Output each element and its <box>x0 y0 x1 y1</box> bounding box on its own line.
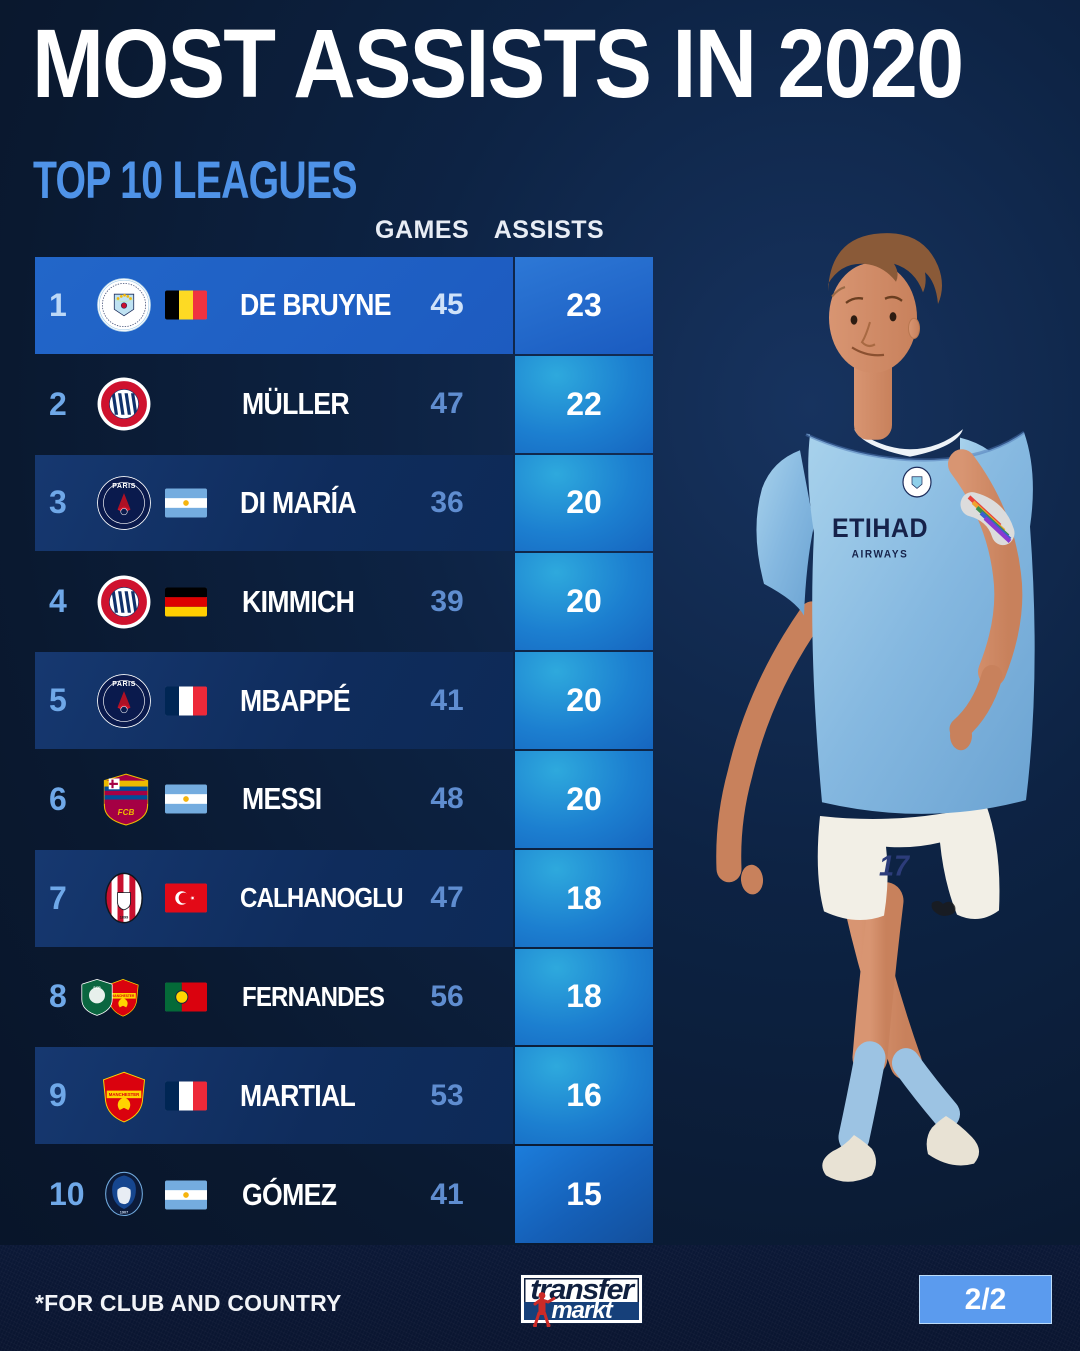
svg-text:1899: 1899 <box>120 916 128 920</box>
svg-text:PARIS: PARIS <box>112 680 136 687</box>
svg-text:SCP: SCP <box>93 986 101 990</box>
svg-text:FCB: FCB <box>118 809 135 818</box>
svg-text:17: 17 <box>879 850 911 882</box>
svg-text:AIRWAYS: AIRWAYS <box>852 549 909 560</box>
svg-text:ETIHAD: ETIHAD <box>832 515 928 544</box>
svg-text:1907: 1907 <box>120 1210 128 1214</box>
svg-text:PARIS: PARIS <box>112 483 136 490</box>
svg-text:MANCHESTER: MANCHESTER <box>109 1092 140 1097</box>
